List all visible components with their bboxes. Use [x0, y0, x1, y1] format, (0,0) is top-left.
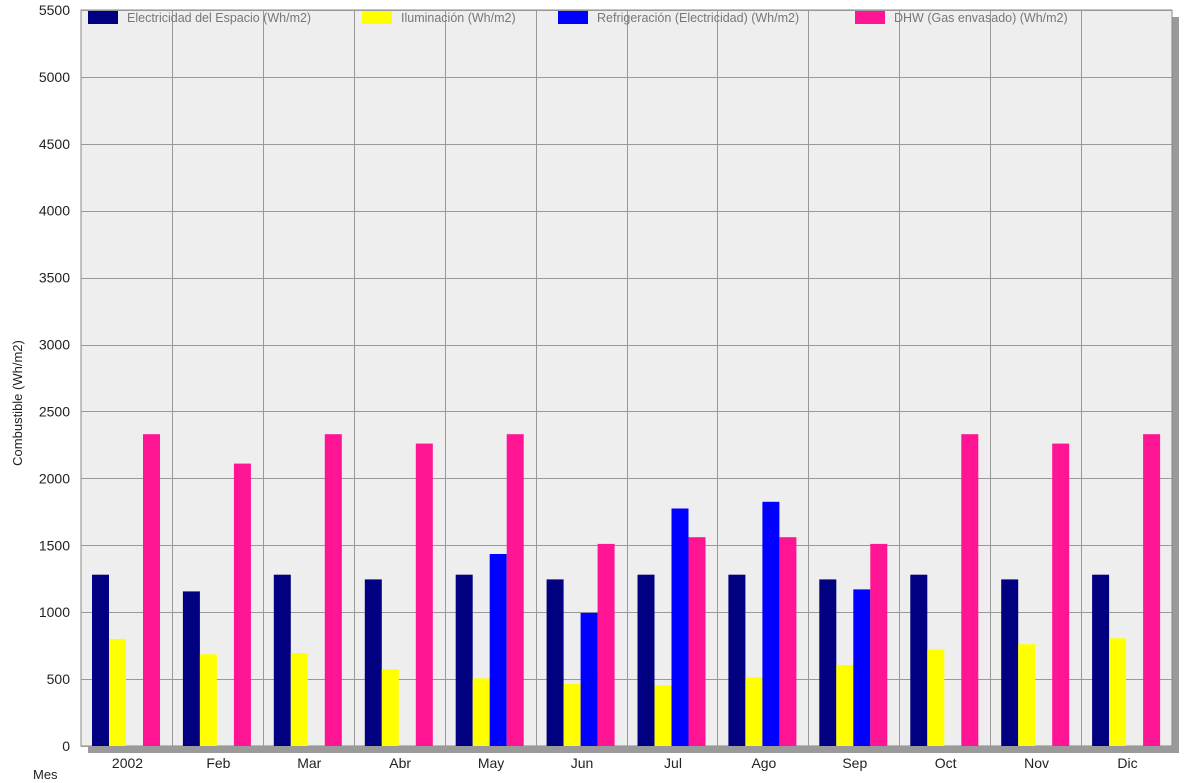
y-tick-label: 4500	[39, 136, 70, 152]
y-tick-label: 3500	[39, 270, 70, 286]
legend-swatch	[855, 11, 885, 24]
x-axis-ticks: 2002 Feb Mar Abr May Jun Jul Ago Sep Oct Nov Dic	[112, 755, 1138, 771]
grid	[81, 10, 1172, 747]
bar	[1052, 443, 1070, 746]
bar	[273, 574, 291, 746]
legend-label: Refrigeración (Electricidad) (Wh/m2)	[597, 11, 799, 25]
bar	[745, 677, 763, 746]
y-tick-label: 0	[62, 738, 70, 754]
bar	[637, 574, 655, 746]
x-tick-label: Nov	[1024, 755, 1049, 771]
bar	[92, 574, 109, 746]
bar	[580, 612, 598, 746]
bar	[563, 683, 581, 746]
bar	[927, 649, 945, 746]
bar	[199, 654, 217, 746]
bar	[324, 434, 342, 746]
x-tick-label: Dic	[1117, 755, 1137, 771]
x-tick-label: Ago	[751, 755, 776, 771]
x-tick-label: Jun	[571, 755, 594, 771]
bar	[671, 508, 689, 746]
bar	[381, 669, 399, 746]
bar	[819, 579, 837, 746]
bar	[870, 543, 888, 746]
y-tick-label: 3000	[39, 337, 70, 353]
bar	[1109, 638, 1127, 746]
x-tick-label: Mar	[297, 755, 321, 771]
x-axis-title: Mes	[33, 767, 58, 782]
bar	[1018, 644, 1036, 746]
bars	[92, 434, 1161, 746]
bar	[489, 554, 507, 746]
y-axis-title: Combustible (Wh/m2)	[10, 340, 25, 466]
y-tick-label: 2000	[39, 470, 70, 486]
bar	[109, 638, 126, 746]
bar	[688, 537, 706, 746]
x-tick-label: Abr	[389, 755, 411, 771]
y-tick-label: 5500	[39, 2, 70, 18]
bar	[1143, 434, 1161, 746]
y-tick-label: 1500	[39, 537, 70, 553]
legend-label: DHW (Gas envasado) (Wh/m2)	[894, 11, 1068, 25]
bar	[910, 574, 928, 746]
bar	[597, 543, 615, 746]
y-tick-label: 1000	[39, 604, 70, 620]
legend: Electricidad del Espacio (Wh/m2) Iluminac…	[88, 11, 1068, 25]
y-tick-label: 4000	[39, 203, 70, 219]
legend-swatch	[558, 11, 588, 24]
bar	[233, 463, 251, 746]
legend-label: Electricidad del Espacio (Wh/m2)	[127, 11, 311, 25]
bar	[853, 589, 871, 746]
x-tick-label: Jul	[664, 755, 682, 771]
bar	[546, 579, 564, 746]
x-tick-label: Oct	[935, 755, 957, 771]
x-tick-label: Feb	[206, 755, 230, 771]
y-tick-label: 5000	[39, 69, 70, 85]
y-tick-label: 2500	[39, 403, 70, 419]
legend-swatch	[88, 11, 118, 24]
bar	[506, 434, 524, 746]
bar	[415, 443, 433, 746]
bar	[455, 574, 473, 746]
y-axis-ticks: 0 500 1000 1500 2000 2500 3000 3500 4000 4500 5000…	[39, 2, 70, 754]
legend-label: Iluminación (Wh/m2)	[401, 11, 516, 25]
bar	[836, 665, 854, 746]
x-tick-label: May	[478, 755, 504, 771]
legend-swatch	[362, 11, 392, 24]
bar	[1092, 574, 1110, 746]
bar	[779, 537, 797, 746]
bar	[762, 501, 780, 746]
x-tick-label: 2002	[112, 755, 143, 771]
bar	[654, 685, 672, 746]
bar	[728, 574, 746, 746]
bar	[182, 591, 200, 746]
bar	[1001, 579, 1019, 746]
x-tick-label: Sep	[842, 755, 867, 771]
bar	[961, 434, 979, 746]
bar	[364, 579, 382, 746]
bar	[472, 678, 490, 746]
bar	[143, 434, 160, 746]
y-tick-label: 500	[47, 671, 71, 687]
bar	[290, 653, 308, 746]
